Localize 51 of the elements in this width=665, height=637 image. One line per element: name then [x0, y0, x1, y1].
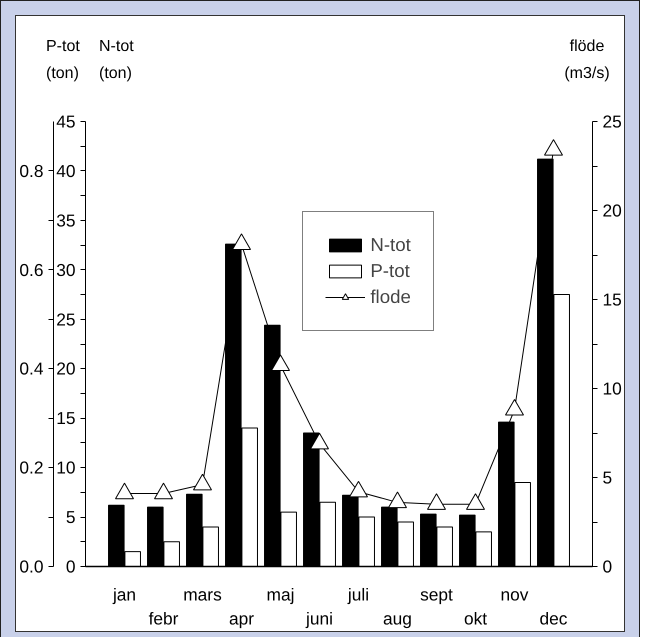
x-tick-label: jan — [112, 584, 136, 604]
y2-tick-label: 0 — [602, 556, 612, 576]
y-tick-label: 35 — [56, 210, 76, 230]
y2-axis-title: flöde (m3/s) — [564, 37, 610, 84]
y3-axis-title: P-tot (ton) — [46, 37, 80, 84]
y3-tick-label: 0.8 — [19, 160, 44, 181]
y-tick-label: 5 — [66, 507, 76, 528]
x-tick-label: aug — [383, 608, 412, 628]
y-tick-label: 0 — [66, 556, 76, 576]
x-tick-label: mars — [183, 584, 222, 604]
y-tick-label: 45 — [56, 112, 76, 132]
y-axis-title: N-tot (ton) — [99, 37, 134, 84]
y-tick-label: 30 — [56, 260, 76, 280]
y2-tick-label: 5 — [602, 468, 612, 488]
y3-tick-label: 0.4 — [19, 358, 44, 379]
x-tick-label: okt — [464, 608, 488, 628]
point — [310, 432, 329, 450]
y-tick-label: 25 — [56, 309, 76, 330]
point — [505, 398, 524, 416]
point — [232, 233, 251, 250]
point — [193, 474, 212, 490]
x-tick-label: juni — [305, 608, 333, 628]
point — [388, 492, 407, 508]
point — [544, 139, 563, 156]
point — [427, 493, 446, 510]
y-tick-label: 40 — [56, 160, 76, 181]
x-tick-label: dec — [540, 608, 568, 628]
y3-tick-label: 0.0 — [19, 556, 44, 576]
point — [154, 482, 173, 500]
point — [349, 480, 368, 498]
x-tick-label: febr — [148, 608, 179, 628]
y2-tick-label: 15 — [602, 290, 622, 310]
legend-label: N-tot — [370, 234, 411, 256]
x-tick-label: nov — [500, 584, 529, 604]
point — [271, 354, 290, 372]
point — [466, 493, 485, 510]
y2-tick-label: 25 — [602, 112, 622, 132]
y2-tick-label: 10 — [602, 378, 622, 398]
x-tick-label: maj — [266, 584, 294, 604]
y3-tick-label: 0.2 — [19, 458, 44, 478]
y-tick-label: 20 — [56, 358, 76, 379]
y3-tick-label: 0.6 — [19, 260, 44, 280]
legend-label: flode — [370, 286, 411, 308]
y-tick-label: 10 — [56, 458, 76, 478]
point — [115, 482, 134, 500]
y2-tick-label: 20 — [602, 200, 622, 220]
legend-label: P-tot — [370, 260, 410, 282]
y-tick-label: 15 — [56, 408, 76, 428]
x-tick-label: sept — [420, 584, 454, 604]
x-tick-label: juli — [346, 584, 370, 604]
x-tick-label: apr — [228, 608, 254, 628]
